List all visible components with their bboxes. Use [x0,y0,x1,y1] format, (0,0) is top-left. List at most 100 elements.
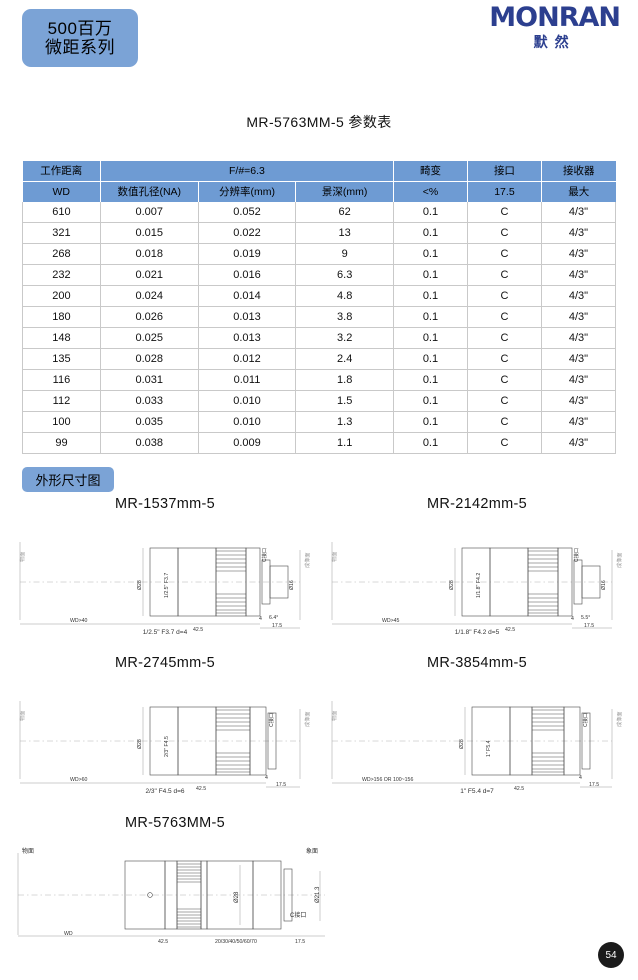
barrel-diameter-label: Ø28 [137,739,143,749]
drawing-caption: 1/2.5" F3.7 d=4 [142,629,188,636]
column-header-dof: 景深(mm) [295,181,394,202]
cell-distortion: 0.1 [393,369,468,391]
drawing-mr-1537mm-5: MR-1537mm-5 物面 Ø28 1/2.5" F3.7 C接口 Ø16 成… [10,496,320,636]
specification-table: 工作距离 F/#=6.3 畸变 接口 接收器 WD 数值孔径(NA) 分辨率(m… [22,161,617,454]
cell-dof: 3.2 [295,327,394,349]
mount-diameter-label: Ø16 [289,580,295,590]
cell-resolution: 0.010 [198,411,297,433]
cell-resolution: 0.022 [198,222,297,244]
mount-label: C接口 [290,911,306,919]
cell-wd: 100 [22,411,101,433]
drawing-mr-2142mm-5: MR-2142mm-5 物面 Ø28 1/1.8" F4.2 C接口 Ø16 成… [322,496,632,636]
cell-distortion: 0.1 [393,306,468,328]
mount-diameter-label: Ø16 [601,580,607,590]
cell-na: 0.018 [100,243,199,265]
cell-dof: 1.5 [295,390,394,412]
body-length-label: 42.5 [193,627,203,633]
format-label: 2/3" F4.5 [164,736,170,757]
cell-mount: C [467,285,542,307]
table-row: 112 0.033 0.010 1.5 0.1 C 4/3" [22,390,617,412]
cell-dof: 3.8 [295,306,394,328]
drawing-caption: 1" F5.4 d=7 [460,788,494,795]
cell-na: 0.035 [100,411,199,433]
barrel-diameter-label: Ø28 [459,739,465,749]
brand-wordmark: MONRAN [489,2,621,33]
cell-resolution: 0.010 [198,390,297,412]
cell-resolution: 0.011 [198,369,297,391]
cell-dof: 1.1 [295,432,394,454]
cell-sensor: 4/3" [541,390,617,412]
gap-label: 4 [579,775,582,781]
barrel-diameter-label: Ø28 [137,580,143,590]
brand-logo: MONRAN 默然 [489,2,621,52]
cell-resolution: 0.014 [198,285,297,307]
group-header-fnum: F/#=6.3 [100,161,395,182]
cell-dof: 9 [295,243,394,265]
mount-label: C接口 [572,548,580,562]
cell-sensor: 4/3" [541,432,617,454]
column-header-resolution: 分辨率(mm) [198,181,297,202]
drawing-mr-2745mm-5: MR-2745mm-5 物面 Ø28 2/3" F4.5 C接口 成像面 WD>… [10,655,320,795]
object-plane-label: 物面 [18,552,26,562]
wd-label: WD>60 [70,777,88,783]
gap-label: 4 [571,616,574,622]
back-length-label: 17.5 [276,782,286,788]
cell-resolution: 0.012 [198,348,297,370]
image-plane-label: 成像面 [615,711,623,727]
format-label: 1/2.5" F3.7 [164,573,170,598]
cell-distortion: 0.1 [393,285,468,307]
back-length-label: 17.5 [272,623,282,629]
cell-distortion: 0.1 [393,327,468,349]
drawing-title: MR-2142mm-5 [427,496,527,512]
image-plane-label: 成像面 [303,711,311,727]
cell-dof: 1.3 [295,411,394,433]
format-label: 1/1.8" F4.2 [476,573,482,598]
column-header-sensor-max: 最大 [541,181,616,202]
cell-sensor: 4/3" [541,306,617,328]
cell-mount: C [467,264,542,286]
cell-na: 0.026 [100,306,199,328]
group-header-sensor: 接收器 [541,161,616,182]
object-plane-label: 物面 [18,711,26,721]
cell-na: 0.024 [100,285,199,307]
cell-wd: 148 [22,327,101,349]
cell-resolution: 0.052 [198,202,297,223]
cell-wd: 610 [22,202,101,223]
table-row: 321 0.015 0.022 13 0.1 C 4/3" [22,222,617,244]
cell-mount: C [467,202,542,223]
cell-mount: C [467,327,542,349]
cell-distortion: 0.1 [393,411,468,433]
table-row: 200 0.024 0.014 4.8 0.1 C 4/3" [22,285,617,307]
cell-na: 0.007 [100,202,199,223]
body-length-label: 42.5 [158,939,168,945]
drawing-svg: 物面 Ø28 2/3" F4.5 C接口 成像面 WD>60 42.5 4 17… [18,701,311,792]
cell-sensor: 4/3" [541,411,617,433]
mount-label: C接口 [260,548,268,562]
series-badge: 500百万 微距系列 [22,9,138,67]
cell-mount: C [467,243,542,265]
cell-mount: C [467,390,542,412]
back-length-label: 17.5 [589,782,599,788]
table-row: 180 0.026 0.013 3.8 0.1 C 4/3" [22,306,617,328]
drawing-svg: 物面 Ø28 1/1.8" F4.2 C接口 Ø16 成像面 WD>45 42.… [330,542,623,633]
cell-distortion: 0.1 [393,390,468,412]
cell-na: 0.025 [100,327,199,349]
cell-mount: C [467,348,542,370]
drawing-mr-3854mm-5: MR-3854mm-5 物面 Ø28 1" F5.4 C接口 成像面 WD>15… [322,655,632,795]
cell-resolution: 0.013 [198,327,297,349]
cell-na: 0.021 [100,264,199,286]
cell-distortion: 0.1 [393,264,468,286]
mid-length-label: 20/30/40/50/60/70 [215,939,257,945]
cell-mount: C [467,432,542,454]
barrel-diameter-label: Ø28 [449,580,455,590]
gap-label: 4 [265,775,268,781]
column-header-mount-value: 17.5 [467,181,542,202]
cell-wd: 112 [22,390,101,412]
table-row: 100 0.035 0.010 1.3 0.1 C 4/3" [22,411,617,433]
group-header-mount: 接口 [467,161,542,182]
cell-mount: C [467,411,542,433]
cell-wd: 99 [22,432,101,454]
drawing-title: MR-2745mm-5 [115,655,215,671]
column-header-distortion: <% [393,181,468,202]
image-plane-label: 成像面 [303,552,311,568]
